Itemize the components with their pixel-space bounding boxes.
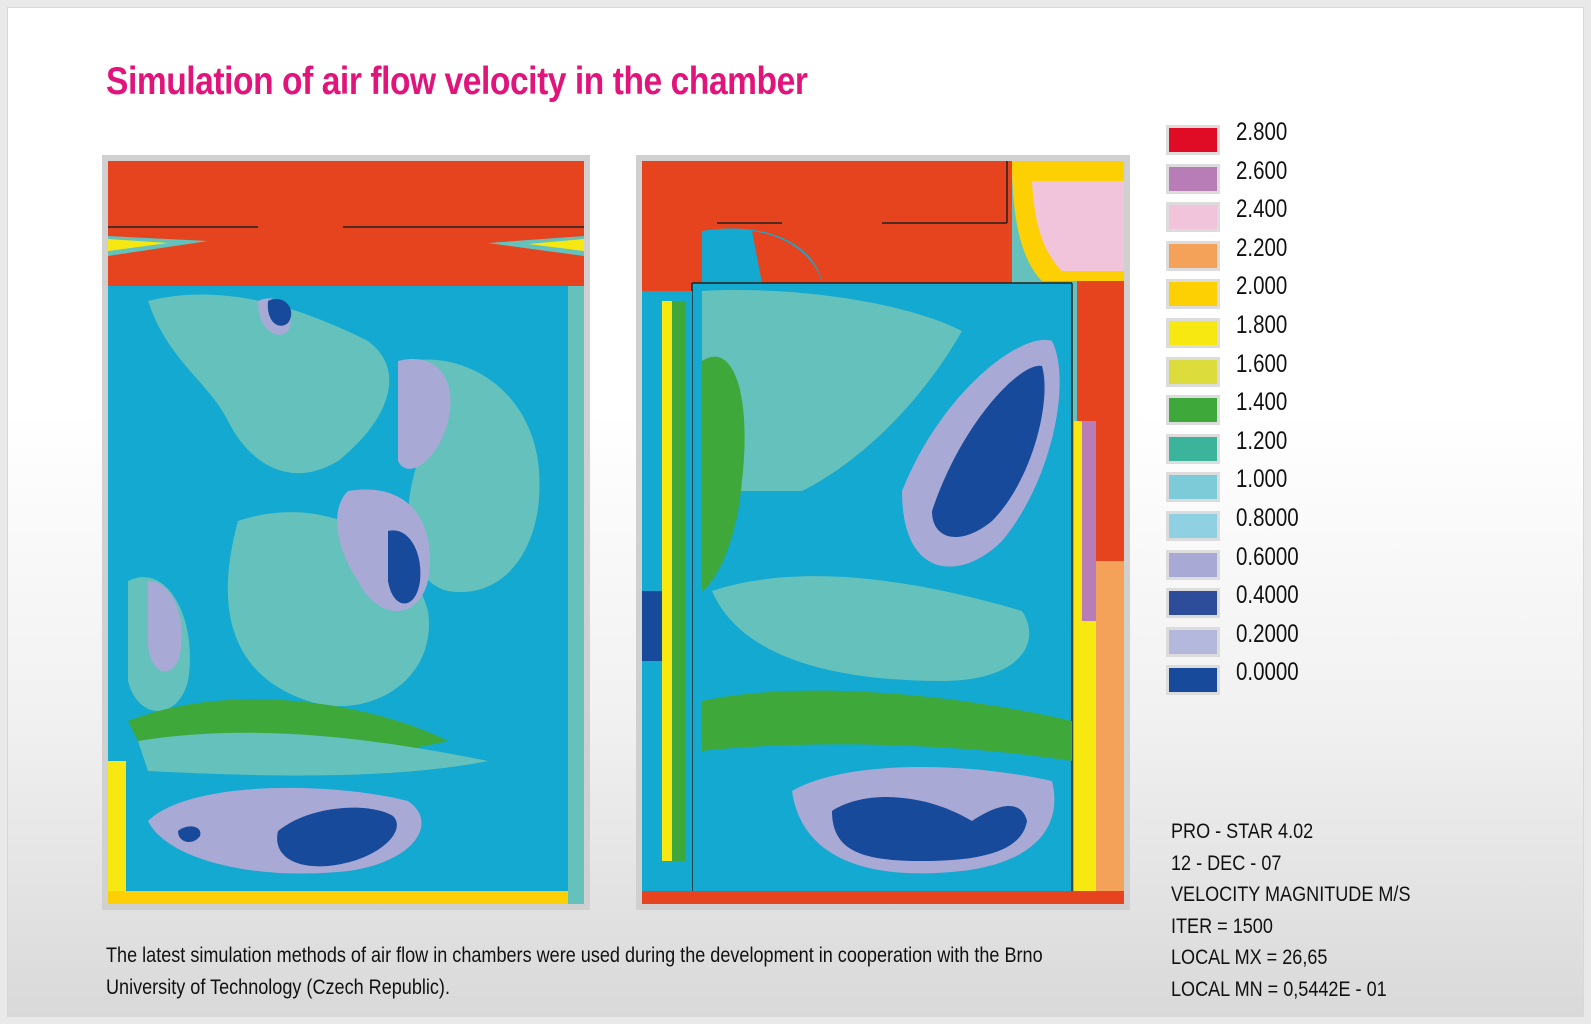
legend-swatch — [1166, 472, 1220, 503]
legend-label: 2.200 — [1236, 233, 1288, 262]
legend-swatch — [1166, 202, 1220, 233]
legend-label: 0.2000 — [1236, 619, 1299, 648]
legend-swatch — [1166, 279, 1220, 310]
page-title: Simulation of air flow velocity in the c… — [106, 60, 808, 103]
legend-label: 2.400 — [1236, 195, 1288, 224]
legend-swatch — [1166, 163, 1220, 194]
legend-swatch — [1166, 433, 1220, 464]
info-software: PRO - STAR 4.02 — [1171, 820, 1314, 843]
simulation-info: PRO - STAR 4.02 12 - DEC - 07 VELOCITY M… — [1171, 816, 1450, 1005]
info-date: 12 - DEC - 07 — [1171, 851, 1282, 875]
simulation-right — [636, 155, 1130, 910]
legend-swatch — [1166, 549, 1220, 580]
legend-label: 0.6000 — [1236, 542, 1299, 571]
simulation-left — [102, 155, 590, 910]
legend-label: 1.600 — [1236, 349, 1288, 378]
legend-swatch — [1166, 626, 1220, 657]
caption: The latest simulation methods of air flo… — [106, 944, 1043, 999]
legend-label: 2.800 — [1236, 118, 1288, 146]
info-local-max: LOCAL MX = 26,65 — [1171, 946, 1328, 969]
legend-swatch — [1166, 395, 1220, 426]
legend-label: 1.000 — [1236, 465, 1288, 494]
legend-swatch — [1166, 125, 1220, 155]
legend-label: 2.600 — [1236, 156, 1288, 185]
legend-label: 0.8000 — [1236, 503, 1299, 532]
legend-label: 2.000 — [1236, 272, 1288, 301]
legend-swatch — [1166, 665, 1220, 696]
legend-label: 1.200 — [1236, 426, 1288, 455]
page-background: Simulation of air flow velocity in the c… — [7, 7, 1584, 1017]
info-quantity: VELOCITY MAGNITUDE M/S — [1171, 883, 1411, 906]
velocity-field-left — [108, 161, 584, 904]
info-local-min: LOCAL MN = 0,5442E - 01 — [1171, 977, 1387, 1001]
legend-label: 1.400 — [1236, 388, 1288, 417]
velocity-field-right — [642, 161, 1124, 904]
legend-swatch — [1166, 317, 1220, 348]
legend-swatch — [1166, 588, 1220, 619]
legend-swatch — [1166, 510, 1220, 541]
legend-label: 1.800 — [1236, 310, 1288, 339]
legend-label: 0.4000 — [1236, 581, 1299, 610]
legend-swatch — [1166, 240, 1220, 271]
info-iterations: ITER = 1500 — [1171, 914, 1273, 938]
legend-label: 0.0000 — [1236, 658, 1299, 687]
legend-swatch — [1166, 356, 1220, 387]
